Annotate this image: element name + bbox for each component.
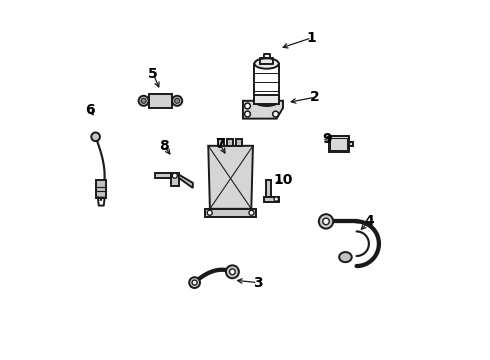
Polygon shape [179,175,193,188]
Ellipse shape [339,252,352,262]
Text: 10: 10 [273,173,293,187]
Circle shape [245,103,250,109]
Circle shape [141,98,146,103]
Bar [348,142,352,146]
Bar [236,139,243,146]
Circle shape [319,214,333,229]
Text: 2: 2 [310,90,320,104]
Polygon shape [243,101,283,119]
Circle shape [91,132,100,141]
Bar [148,94,172,108]
Bar [266,180,271,202]
Ellipse shape [254,96,279,106]
Polygon shape [208,146,253,209]
Bar [218,139,224,146]
Bar [254,95,279,104]
Circle shape [272,111,278,117]
Circle shape [174,98,180,103]
Polygon shape [155,173,171,178]
Circle shape [226,265,239,278]
Circle shape [249,210,254,215]
Text: 1: 1 [307,31,317,45]
Text: 7: 7 [215,137,224,151]
Circle shape [323,218,329,225]
Circle shape [172,173,177,178]
Bar [227,139,233,146]
Text: 8: 8 [159,139,169,153]
Text: 3: 3 [253,276,263,289]
Bar [330,138,347,150]
Ellipse shape [254,58,279,69]
Circle shape [139,96,148,106]
Circle shape [274,197,278,201]
Circle shape [189,277,200,288]
Text: 4: 4 [365,215,374,228]
Circle shape [229,269,235,275]
Circle shape [192,280,197,285]
Text: 5: 5 [148,67,158,81]
Circle shape [207,210,212,215]
Bar [96,180,106,198]
Bar [171,173,179,186]
Circle shape [172,96,182,106]
Text: 9: 9 [322,132,332,145]
Bar [329,136,348,152]
Bar [205,209,256,217]
Text: 6: 6 [85,103,94,117]
Bar [264,197,279,202]
Circle shape [245,111,250,117]
